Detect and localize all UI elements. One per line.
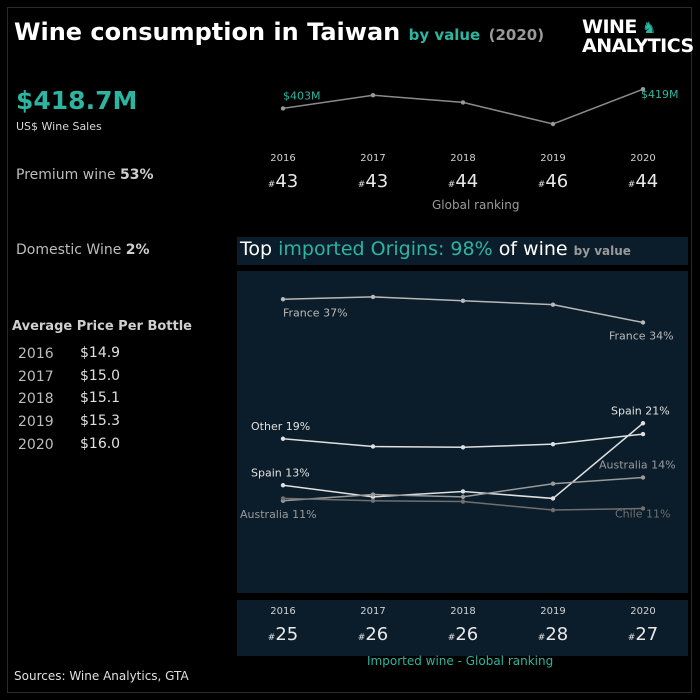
- logo-line1: WINE: [582, 16, 637, 38]
- year-label: 2017: [360, 606, 386, 617]
- series-point-chile: [280, 496, 286, 501]
- series-point-france: [280, 297, 286, 302]
- avg-price-year: 2017: [18, 369, 54, 385]
- year-label: 2019: [540, 153, 566, 164]
- origins-panel-title: Top imported Origins: 98% of wine by val…: [240, 238, 631, 260]
- series-point-other: [280, 436, 286, 441]
- wine-analytics-logo: WINE ♞ ANALYTICS: [582, 18, 694, 56]
- series-point-france: [640, 320, 646, 325]
- page-title: Wine consumption in Taiwan by value (202…: [14, 18, 544, 46]
- sales-line-chart: $403M $419M: [280, 87, 679, 127]
- domestic-label: Domestic Wine: [16, 242, 122, 258]
- year-label: 2020: [630, 606, 656, 617]
- series-start-label: Spain 13%: [251, 466, 310, 479]
- avg-price-value: $16.0: [80, 436, 121, 452]
- imported-ranking-panel: [237, 600, 688, 656]
- series-end-label: Australia 14%: [599, 459, 676, 472]
- sales-point: [370, 93, 376, 98]
- domestic-wine-stat: Domestic Wine 2%: [16, 242, 150, 258]
- series-point-spain: [460, 489, 466, 494]
- sales-point: [460, 100, 466, 105]
- origins-panel-header: [237, 237, 688, 265]
- premium-wine-stat: Premium wine 53%: [16, 167, 154, 183]
- year-label: 2018: [450, 153, 476, 164]
- title-highlight: by value: [408, 26, 481, 44]
- global-rank: #44: [447, 171, 479, 192]
- logo-line2: ANALYTICS: [582, 35, 694, 57]
- sales-end-label: $419M: [641, 88, 679, 101]
- series-point-spain: [640, 421, 646, 426]
- origins-line-chart: France 37% France 34% Other 19% Spain 13% Sp…: [240, 294, 676, 521]
- series-point-spain: [280, 483, 286, 488]
- sales-point: [280, 106, 286, 111]
- series-point-chile: [460, 499, 466, 504]
- series-start-label: Australia 11%: [240, 508, 317, 521]
- series-point-france: [550, 302, 556, 307]
- series-end-label: France 34%: [609, 330, 674, 343]
- series-point-australia: [460, 494, 466, 500]
- rooster-icon: ♞: [636, 18, 656, 37]
- avg-price-year: 2019: [18, 414, 54, 430]
- imported-rank: #25: [267, 624, 299, 645]
- series-start-label: France 37%: [283, 306, 348, 319]
- avg-price-value: $15.3: [80, 413, 121, 429]
- source-note: Sources: Wine Analytics, GTA: [14, 669, 189, 683]
- series-start-label: Other 19%: [251, 420, 310, 433]
- avg-price-year: 2020: [18, 437, 54, 453]
- title-year: (2020): [488, 26, 545, 44]
- avg-price-title: Average Price Per Bottle: [12, 319, 192, 334]
- series-line-spain: [282, 422, 644, 500]
- series-point-australia: [370, 492, 376, 497]
- series-end-label: Spain 21%: [611, 404, 670, 417]
- year-label: 2016: [270, 153, 296, 164]
- sales-label: US$ Wine Sales: [16, 120, 102, 133]
- year-label: 2020: [630, 153, 656, 164]
- series-point-australia: [550, 481, 556, 486]
- global-rank: #43: [267, 171, 299, 192]
- dashboard-frame: [7, 7, 692, 693]
- year-label: 2019: [540, 606, 566, 617]
- sales-point: [550, 121, 556, 127]
- series-point-spain: [550, 496, 556, 501]
- sales-point: [640, 87, 646, 92]
- series-point-chile: [370, 498, 376, 503]
- avg-price-value: $14.9: [80, 345, 121, 361]
- series-point-other: [370, 444, 376, 449]
- series-point-other: [640, 431, 646, 437]
- global-rank: #44: [627, 171, 659, 192]
- imported-rank: #27: [627, 624, 659, 645]
- avg-price-value: $15.0: [80, 368, 121, 384]
- avg-price-value: $15.1: [80, 390, 121, 406]
- imported-rank: #26: [357, 624, 389, 645]
- year-label: 2016: [270, 606, 296, 617]
- series-point-australia: [640, 475, 646, 480]
- imported-rank: #26: [447, 624, 479, 645]
- avg-price-year: 2016: [18, 346, 54, 362]
- series-point-chile: [550, 507, 556, 513]
- series-point-other: [550, 441, 556, 447]
- premium-value: 53%: [120, 167, 154, 183]
- year-label: 2017: [360, 153, 386, 164]
- premium-label: Premium wine: [16, 167, 116, 183]
- sales-series-line: [282, 88, 644, 125]
- sales-value: $418.7M: [16, 86, 138, 115]
- origins-chart-background: [237, 271, 688, 593]
- series-point-other: [460, 445, 466, 450]
- global-rank: #46: [537, 171, 569, 192]
- title-main: Wine consumption in Taiwan: [14, 18, 401, 46]
- series-point-france: [370, 294, 376, 300]
- imported-rank: #28: [537, 624, 569, 645]
- domestic-value: 2%: [125, 242, 150, 258]
- series-end-label: Chile 11%: [615, 508, 670, 521]
- sales-start-label: $403M: [283, 89, 321, 102]
- series-point-chile: [640, 506, 646, 511]
- global-rank: #43: [357, 171, 389, 192]
- imported-ranking-caption: Imported wine - Global ranking: [367, 654, 554, 668]
- year-label: 2018: [450, 606, 476, 617]
- avg-price-year: 2018: [18, 391, 54, 407]
- global-ranking-caption: Global ranking: [432, 198, 520, 212]
- series-point-france: [460, 298, 466, 303]
